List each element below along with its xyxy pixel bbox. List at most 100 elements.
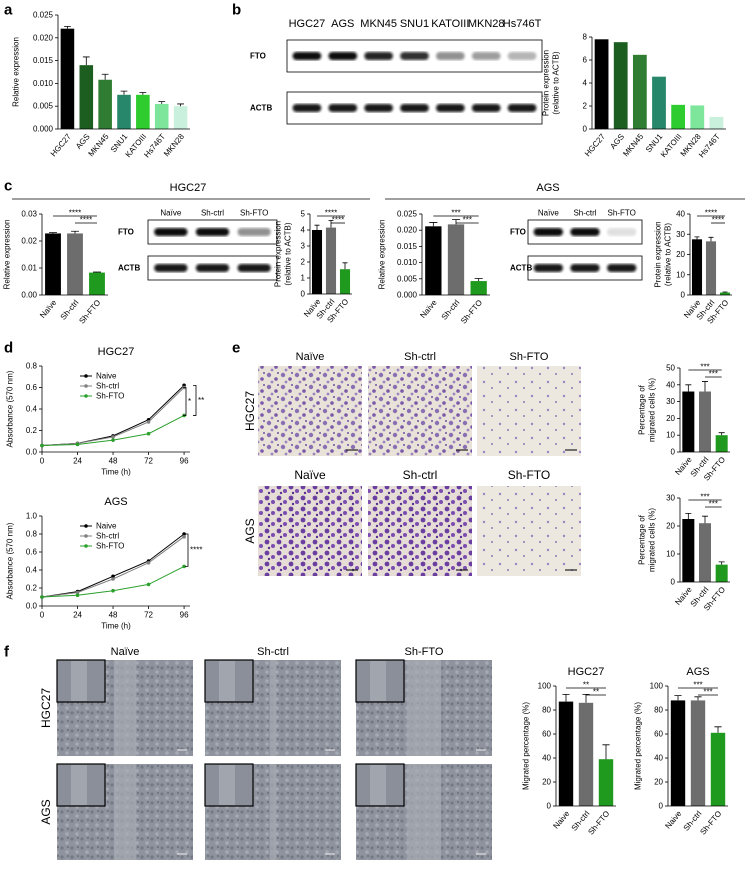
column-label: Naïve — [296, 351, 325, 363]
bar — [117, 94, 131, 129]
bar — [710, 732, 726, 806]
band — [237, 228, 271, 236]
inset-gap — [219, 661, 235, 701]
column-label: Naïve — [111, 646, 140, 658]
scratch-gap — [407, 660, 441, 756]
x-tick-label: Sh-FTO — [586, 809, 611, 836]
bar — [45, 233, 61, 295]
y-tick-label: 20 — [654, 778, 663, 787]
bar — [699, 523, 711, 582]
bar — [652, 76, 666, 129]
error-bar — [722, 291, 728, 293]
y-tick-label: 40 — [666, 380, 675, 389]
bar — [578, 702, 594, 806]
significance-label: *** — [703, 688, 712, 697]
point — [146, 561, 151, 565]
y-tick-label: 0 — [301, 290, 306, 299]
blot-frame — [286, 91, 543, 125]
x-tick-label: 24 — [73, 611, 82, 620]
x-axis-label: Time (h) — [101, 468, 131, 477]
significance-label: *** — [709, 500, 718, 509]
significance-bracket — [193, 384, 197, 416]
y-tick-label: 40 — [542, 754, 551, 763]
section-header: AGS — [536, 182, 559, 194]
y-tick-label: 0.01 — [21, 264, 37, 273]
x-tick-label: 72 — [144, 611, 153, 620]
y-axis-label: Relative expression — [3, 220, 12, 290]
bar — [671, 104, 686, 129]
x-tick-label: HGC27 — [583, 132, 607, 159]
blot-lane-label: HGC27 — [289, 18, 326, 30]
error-bar — [708, 236, 714, 242]
error-bar — [674, 695, 682, 701]
bar — [154, 103, 169, 129]
band — [570, 228, 600, 236]
y-tick-label: 0.010 — [397, 258, 418, 267]
y-axis-label: Protein expression — [274, 221, 283, 287]
point — [111, 577, 115, 581]
y-tick-label: 0.025 — [33, 11, 54, 20]
blot-row-label: ACTB — [118, 264, 140, 273]
band — [607, 228, 637, 236]
error-bar — [139, 92, 147, 95]
x-tick-label: Sh-FTO — [77, 298, 102, 325]
point — [40, 595, 44, 599]
column-label: Naïve — [294, 468, 326, 482]
bar — [709, 116, 724, 129]
x-tick-label: KATOIII — [659, 132, 684, 159]
band — [195, 264, 230, 272]
y-tick-label: 0.8 — [26, 362, 38, 371]
error-bar — [93, 271, 101, 273]
error-bar — [177, 103, 184, 107]
y-tick-label: 0.000 — [397, 291, 418, 300]
band — [471, 104, 501, 112]
bar — [632, 54, 647, 130]
legend-marker — [84, 534, 88, 538]
blot-frame — [147, 219, 278, 245]
legend-marker — [84, 544, 88, 548]
point — [111, 435, 115, 439]
band — [328, 104, 358, 112]
y-tick-label: 0.4 — [26, 405, 38, 414]
error-bar — [342, 262, 348, 270]
inset-gap — [71, 661, 87, 701]
y-tick-label: 20 — [666, 414, 675, 423]
y-tick-label: 1 — [301, 274, 306, 283]
error-bar — [582, 694, 590, 703]
significance-bracket — [183, 387, 187, 416]
bar — [558, 701, 574, 806]
x-tick-label: 96 — [180, 457, 189, 466]
y-tick-label: 0 — [671, 578, 676, 587]
y-axis-label: Protein expression — [542, 50, 551, 116]
column-label: Sh-ctrl — [257, 646, 289, 658]
y-axis-label: Absorbance (570 nm) — [6, 522, 15, 599]
significance-label: ** — [593, 688, 599, 697]
error-bar — [82, 56, 90, 66]
blot-lane-label: Naïve — [538, 209, 559, 218]
y-tick-label: 80 — [542, 706, 551, 715]
y-tick-label: 0.020 — [33, 33, 54, 42]
y-tick-label: 30 — [676, 230, 685, 239]
y-tick-label: 60 — [654, 730, 663, 739]
bar — [60, 28, 75, 129]
legend-label: Sh-ctrl — [96, 382, 119, 391]
legend-marker — [84, 374, 88, 378]
bar — [682, 519, 695, 582]
bar — [136, 94, 150, 129]
chart-title: HGC27 — [568, 666, 605, 678]
bar — [67, 233, 83, 295]
inset-gap — [219, 765, 235, 805]
significance-label: *** — [700, 493, 709, 502]
y-tick-label: 0 — [547, 802, 552, 811]
panel-letter: d — [4, 340, 13, 357]
error-bar — [314, 224, 320, 230]
legend-marker — [84, 524, 88, 528]
blot-lane-label: Sh-FTO — [240, 209, 268, 218]
bar — [690, 105, 705, 129]
bar — [719, 292, 731, 295]
y-axis-label: Absorbance (570 nm) — [6, 370, 15, 447]
y-tick-label: 4 — [301, 226, 306, 235]
y-tick-label: 4 — [583, 79, 588, 88]
y-axis-label: Relative expression — [12, 37, 21, 107]
error-bar — [694, 236, 700, 240]
